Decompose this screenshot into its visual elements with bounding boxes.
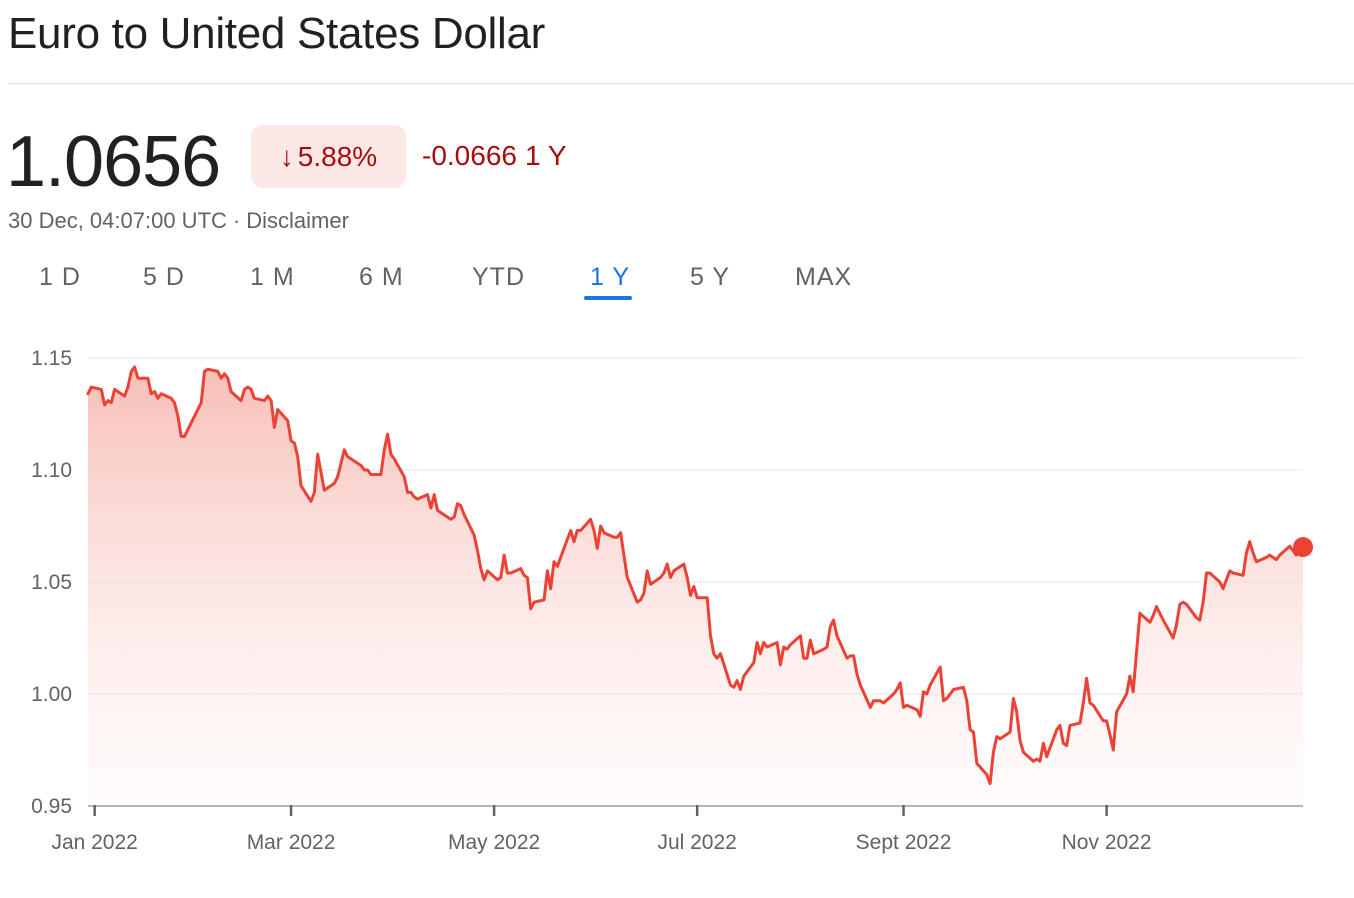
quote-timestamp: 30 Dec, 04:07:00 UTC · Disclaimer — [8, 206, 349, 236]
tab-1d[interactable]: 1 D — [39, 263, 81, 291]
tab-ytd[interactable]: YTD — [472, 263, 525, 291]
change-percent: 5.88% — [297, 140, 378, 172]
price-line — [86, 365, 1305, 786]
y-tick-label: 1.00 — [31, 683, 72, 706]
current-price-marker — [1293, 537, 1313, 558]
x-tick-label: Nov 2022 — [1062, 831, 1152, 854]
current-price: 1.0656 — [6, 122, 221, 202]
disclaimer-link[interactable]: Disclaimer — [246, 208, 349, 233]
change-percent-badge: ↓ 5.88% — [251, 125, 406, 188]
x-tick-label: Sept 2022 — [856, 831, 952, 854]
y-tick-label: 1.10 — [31, 459, 72, 482]
header-divider — [8, 83, 1354, 84]
tab-max[interactable]: MAX — [795, 263, 853, 291]
y-tick-label: 0.95 — [31, 795, 72, 818]
tab-6m[interactable]: 6 M — [359, 263, 404, 291]
x-tick-label: Jul 2022 — [657, 831, 736, 854]
active-tab-indicator — [584, 296, 632, 300]
x-axis: Jan 2022 Mar 2022 May 2022 Jul 2022 Sept 202… — [51, 805, 1152, 854]
x-tick-label: Mar 2022 — [247, 831, 336, 854]
y-tick-label: 1.15 — [31, 347, 72, 370]
range-tabs: 1 D 5 D 1 M 6 M YTD 1 Y 5 Y MAX — [0, 258, 900, 304]
y-axis: 1.15 1.10 1.05 1.00 0.95 — [31, 347, 72, 818]
tab-1y[interactable]: 1 Y — [590, 263, 631, 291]
y-tick-label: 1.05 — [31, 571, 72, 594]
x-tick-label: Jan 2022 — [51, 831, 137, 854]
arrow-down-icon: ↓ — [279, 140, 294, 172]
change-period: 1 Y — [524, 140, 567, 171]
price-chart[interactable]: 1.15 1.10 1.05 1.00 0.95 Jan 2022 Mar 2022 May… — [0, 320, 1354, 880]
x-tick-label: May 2022 — [448, 831, 540, 854]
price-area — [88, 367, 1303, 806]
tab-5d[interactable]: 5 D — [143, 263, 185, 291]
timestamp-separator: · — [232, 208, 241, 233]
change-amount: -0.0666 1 Y — [422, 136, 567, 176]
timestamp-text: 30 Dec, 04:07:00 UTC — [8, 208, 227, 233]
tab-5y[interactable]: 5 Y — [690, 263, 731, 291]
tab-1m[interactable]: 1 M — [250, 263, 295, 291]
page-title: Euro to United States Dollar — [8, 9, 545, 58]
change-abs: -0.0666 — [422, 140, 517, 171]
